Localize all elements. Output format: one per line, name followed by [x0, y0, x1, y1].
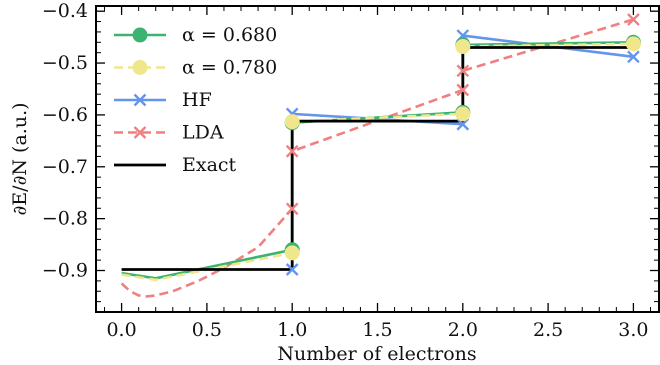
data-point-hf: [285, 263, 299, 276]
x-tick-label: 0.0: [106, 319, 136, 341]
data-point-lda: [285, 144, 299, 158]
legend-label: Exact: [182, 154, 237, 176]
plot-area: [96, 6, 659, 312]
data-point-0-780: [455, 38, 471, 54]
x-tick-label: 1.0: [277, 319, 307, 341]
legend-label: LDA: [182, 122, 224, 144]
data-point-0-780: [284, 245, 300, 261]
legend-item-0-680: α = 0.680: [114, 24, 277, 46]
x-tick-label: 1.5: [362, 319, 392, 341]
y-tick-label: −0.6: [42, 104, 88, 126]
data-point-lda: [627, 13, 640, 26]
x-tick-label: 2.5: [533, 319, 563, 341]
legend-item-0-780: α = 0.780: [114, 57, 277, 79]
legend-label: α = 0.680: [182, 24, 277, 46]
x-tick-label: 3.0: [618, 319, 648, 341]
legend: α = 0.680 α = 0.780 HF LDA Exact: [114, 24, 277, 176]
tick-labels: 0.0 0.5 1.0 1.5 2.0 2.5 3.0 −0.9 −0.8 −0.7 −0.6 −0.…: [42, 0, 649, 341]
legend-label: α = 0.780: [182, 57, 277, 79]
series-line-0-780: [121, 42, 634, 282]
data-point-0-780: [284, 114, 300, 130]
legend-marker: [133, 93, 147, 107]
legend-label: HF: [182, 89, 212, 111]
legend-item-lda: LDA: [114, 122, 224, 144]
markers-layer: [284, 13, 641, 276]
data-point-lda: [456, 83, 470, 97]
data-point-lda: [456, 64, 470, 78]
data-point-0-780: [625, 36, 641, 52]
x-tick-label: 0.5: [192, 319, 222, 341]
y-tick-label: −0.4: [42, 0, 88, 22]
y-tick-label: −0.8: [42, 208, 88, 230]
y-tick-label: −0.5: [42, 52, 88, 74]
x-tick-label: 2.0: [448, 319, 478, 341]
y-tick-label: −0.7: [42, 156, 88, 178]
y-axis-label: ∂E/∂N (a.u.): [9, 102, 31, 215]
legend-item-hf: HF: [114, 89, 212, 111]
legend-marker: [132, 60, 148, 75]
series-line-exact: [121, 46, 634, 271]
data-point-0-780: [455, 106, 471, 122]
series-line-lda: [120, 18, 634, 298]
legend-item-exact: Exact: [114, 154, 237, 176]
legend-marker: [132, 27, 148, 43]
data-point-hf: [627, 50, 640, 64]
legend-marker: [133, 126, 147, 139]
plot-frame: [95, 5, 660, 313]
x-axis-label: Number of electrons: [277, 343, 476, 365]
data-point-lda: [285, 202, 299, 216]
data-point-hf: [456, 117, 470, 131]
y-tick-label: −0.9: [42, 260, 88, 282]
